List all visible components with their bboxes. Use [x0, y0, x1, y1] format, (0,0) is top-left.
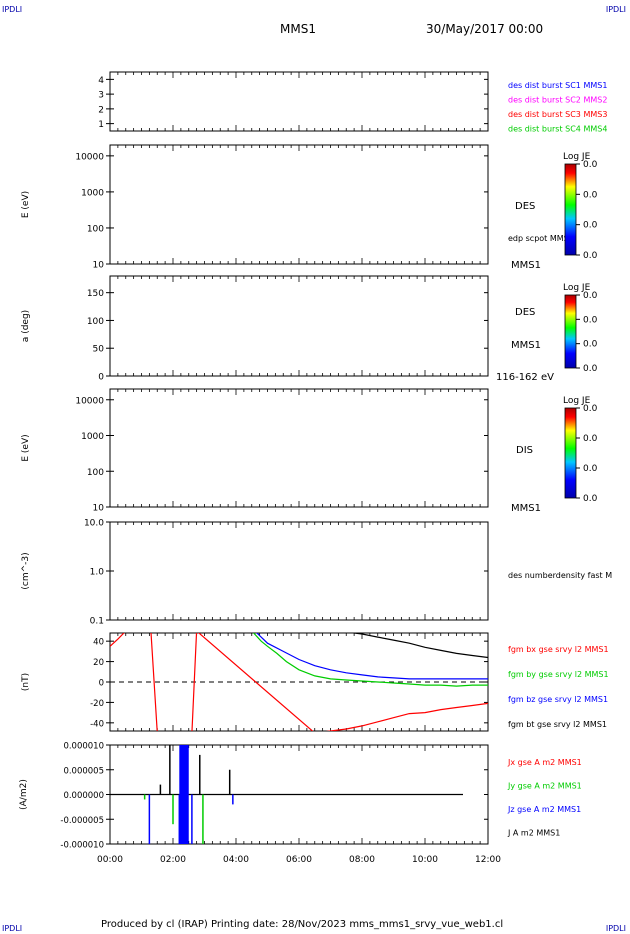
corner-label-top-right: IPDLI	[605, 5, 626, 14]
panel-frame-2	[109, 144, 489, 265]
legend-entry: Jy gse A m2 MMS1	[507, 782, 582, 791]
colorbar-tick-label: 0.0	[583, 251, 598, 261]
instrument-label: DES	[515, 307, 535, 318]
y-tick-label: 40	[93, 638, 104, 648]
y-tick-label: 0	[99, 679, 104, 689]
colorbar	[564, 407, 577, 499]
energy-range-label: 116-162 eV	[496, 372, 554, 383]
y-tick-label: 1.0	[90, 568, 105, 578]
legend-entry: fgm bx gse srvy l2 MMS1	[508, 645, 609, 654]
colorbar-tick-label: 0.0	[583, 434, 598, 444]
y-tick-label: 0.000010	[63, 742, 104, 752]
legend-entry: Jx gse A m2 MMS1	[507, 758, 582, 767]
panel-frame-4	[109, 388, 489, 508]
colorbar	[564, 163, 577, 256]
y-tick-label: 0.000000	[63, 791, 104, 801]
y-tick-label: 50	[93, 345, 105, 355]
y-tick-label: -0.000010	[60, 841, 104, 851]
y-tick-label: 0.1	[90, 617, 104, 627]
y-tick-label: 10	[93, 504, 105, 514]
x-tick-label: 10:00	[412, 855, 438, 865]
colorbar-tick-label: 0.0	[583, 291, 598, 301]
y-tick-label: 0.000005	[63, 766, 104, 776]
y-tick-label: -0.000005	[60, 816, 104, 826]
y-axis-label: (A/m2)	[19, 779, 29, 810]
colorbar-tick-label: 0.0	[583, 190, 598, 200]
colorbar-tick-label: 0.0	[583, 404, 598, 414]
corner-label-bottom-left: IPDLI	[2, 924, 23, 933]
y-tick-label: 10	[93, 261, 105, 271]
x-tick-label: 08:00	[349, 855, 375, 865]
panel-frame-5	[109, 521, 489, 621]
datetime-title: 30/May/2017 00:00	[426, 22, 544, 36]
y-tick-label: 2	[98, 105, 104, 115]
legend-entry: fgm by gse srvy l2 MMS1	[508, 670, 609, 679]
colorbar-tick-label: 0.0	[583, 315, 598, 325]
colorbar-title: Log JE	[563, 396, 591, 406]
x-tick-label: 04:00	[223, 855, 249, 865]
series-line-1	[110, 633, 488, 731]
spacecraft-label: MMS1	[511, 340, 541, 351]
colorbar-tick-label: 0.0	[583, 160, 598, 170]
legend-entry: Jz gse A m2 MMS1	[507, 805, 581, 814]
legend-entry: fgm bz gse srvy l2 MMS1	[508, 695, 608, 704]
series-line-3	[256, 633, 488, 680]
y-tick-label: 10000	[75, 396, 104, 406]
y-tick-label: -40	[90, 719, 104, 729]
overlay-label: edp scpot MMS1	[508, 234, 574, 243]
y-tick-label: 1000	[81, 188, 104, 198]
legend-entry: J A m2 MMS1	[507, 829, 560, 838]
y-tick-label: 1000	[81, 432, 104, 442]
legend-entry: des dist burst SC3 MMS3	[508, 110, 607, 119]
x-tick-label: 06:00	[286, 855, 312, 865]
colorbar-tick-label: 0.0	[583, 464, 598, 474]
y-axis-label: a (deg)	[21, 310, 31, 342]
y-tick-label: 4	[98, 76, 104, 86]
instrument-label: DIS	[516, 445, 533, 456]
panel-frame-3	[109, 275, 489, 377]
colorbar-title: Log JE	[563, 152, 591, 162]
legend-entry: des dist burst SC2 MMS2	[508, 96, 607, 105]
spacecraft-title: MMS1	[280, 22, 316, 36]
current-burst	[179, 745, 189, 844]
y-tick-label: 10.0	[84, 519, 104, 529]
instrument-label: DES	[515, 201, 535, 212]
legend-entry: des numberdensity fast M	[508, 571, 612, 580]
corner-label-top-left: IPDLI	[2, 5, 23, 14]
x-tick-label: 12:00	[475, 855, 501, 865]
colorbar-tick-label: 0.0	[583, 494, 598, 504]
y-tick-label: 0	[98, 373, 104, 383]
y-tick-label: 100	[87, 468, 104, 478]
colorbar-tick-label: 0.0	[583, 364, 598, 374]
y-tick-label: 100	[87, 224, 104, 234]
y-axis-label: (nT)	[21, 673, 31, 691]
series-line-2	[252, 633, 488, 687]
legend-entry: des dist burst SC4 MMS4	[508, 125, 607, 134]
y-axis-label: E (eV)	[21, 191, 31, 218]
colorbar-title: Log JE	[563, 283, 591, 293]
y-tick-label: -20	[90, 699, 104, 709]
legend-entry: fgm bt gse srvy l2 MMS1	[508, 720, 607, 729]
y-tick-label: 1	[98, 120, 104, 130]
y-tick-label: 10000	[75, 152, 104, 162]
x-tick-label: 00:00	[97, 855, 123, 865]
legend-entry: des dist burst SC1 MMS1	[508, 81, 607, 90]
footer-text: Produced by cl (IRAP) Printing date: 28/…	[101, 919, 504, 930]
spacecraft-label: MMS1	[511, 260, 541, 271]
x-tick-label: 02:00	[160, 855, 186, 865]
y-tick-label: 100	[87, 317, 104, 327]
y-axis-label: (cm^-3)	[21, 552, 31, 589]
colorbar-tick-label: 0.0	[583, 340, 598, 350]
colorbar	[564, 294, 577, 369]
y-tick-label: 20	[93, 658, 104, 668]
y-tick-label: 3	[98, 91, 104, 101]
y-axis-label: E (eV)	[21, 434, 31, 461]
spacecraft-label: MMS1	[511, 503, 541, 514]
y-tick-label: 150	[87, 289, 104, 299]
series-line-4	[349, 633, 488, 659]
colorbar-tick-label: 0.0	[583, 221, 598, 231]
corner-label-bottom-right: IPDLI	[605, 924, 626, 933]
panel-frame-1	[109, 71, 489, 132]
